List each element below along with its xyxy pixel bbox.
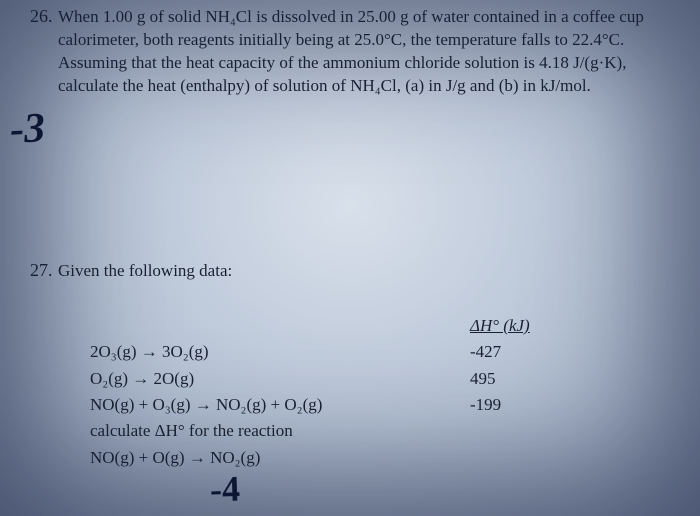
handwritten-score-1: -3 [9,104,46,154]
problem-26-number: 26. [30,6,53,27]
problem-26-text: When 1.00 g of solid NH₄Cl is dissolved … [58,6,670,98]
eq-cell: O₂(g) → 2O(g) [30,366,470,392]
dh-cell: -427 [470,339,590,365]
calc-text: calculate ΔH° for the reaction [30,418,470,444]
handwritten-score-2: -4 [209,467,240,510]
eq-cell: NO(g) + O₃(g) → NO₂(g) + O₂(g) [30,392,470,418]
eq-cell: 2O₃(g) → 3O₂(g) [30,339,470,365]
table-header-dh: ΔH° (kJ) [470,313,590,339]
table-row: O₂(g) → 2O(g) 495 [30,366,670,392]
spacer [30,301,670,313]
table-row: 2O₃(g) → 3O₂(g) -427 [30,339,670,365]
p26-line1: When 1.00 g of solid NH₄Cl is dissolved … [58,7,644,26]
problem-26: 26. When 1.00 g of solid NH₄Cl is dissol… [30,6,670,98]
worksheet-page: 26. When 1.00 g of solid NH₄Cl is dissol… [0,0,700,516]
target-line: NO(g) + O(g) → NO₂(g) [30,445,670,471]
dh-cell: -199 [470,392,590,418]
dh-cell: 495 [470,366,590,392]
p26-line2: calorimeter, both reagents initially bei… [58,30,624,49]
calc-line: calculate ΔH° for the reaction [30,418,670,444]
p26-line4: calculate the heat (enthalpy) of solutio… [58,76,591,95]
table-row: NO(g) + O₃(g) → NO₂(g) + O₂(g) -199 [30,392,670,418]
problem-27-head: 27. Given the following data: [30,260,670,283]
calc-blank [470,418,590,444]
problem-27-intro: Given the following data: [58,260,670,283]
target-blank [470,445,590,471]
table-header-eq-blank [30,313,470,339]
problem-27: 27. Given the following data: ΔH° (kJ) 2… [30,260,670,471]
table-header-row: ΔH° (kJ) [30,313,670,339]
target-eq: NO(g) + O(g) → NO₂(g) [30,445,470,471]
p26-line3: Assuming that the heat capacity of the a… [58,53,626,72]
problem-27-number: 27. [30,260,53,281]
